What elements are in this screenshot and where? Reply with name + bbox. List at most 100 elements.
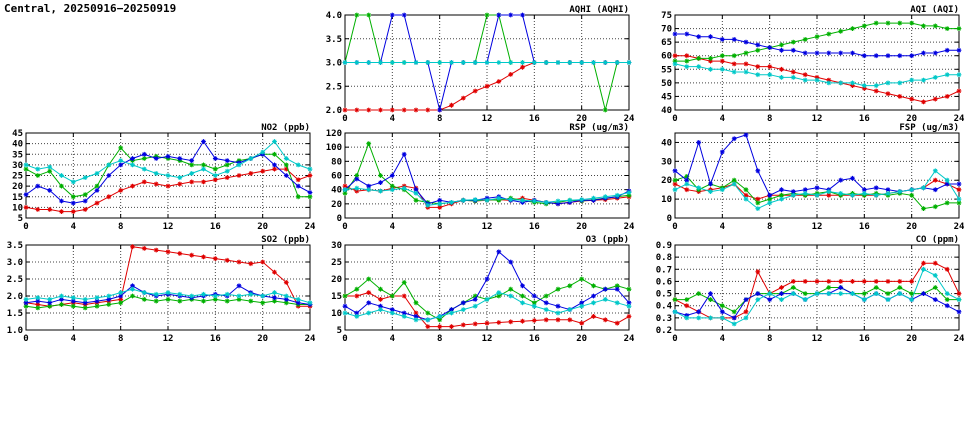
co-chart: 0.2 0.3 0.4 0.5 0.6 0.7 0.8 0.9 0 4 8 12 16 20 24 CO (p… [649,233,965,350]
grid-lines [675,133,959,218]
svg-text:3.5: 3.5 [326,35,342,45]
svg-text:2.0: 2.0 [7,292,23,302]
y-tick-labels: 0.2 0.3 0.4 0.5 0.6 0.7 0.8 0.9 [656,241,673,336]
series-cyan-markers [23,139,313,185]
svg-text:16: 16 [210,222,221,232]
svg-text:5: 5 [337,326,342,336]
x-tick-labels: 0 4 8 12 16 20 24 [672,114,965,124]
series-cyan-markers [672,266,962,327]
rsp-chart: 0 20 40 60 80 100 120 0 4 8 12 16 20 24 RSP (ug/m3) [319,121,635,238]
svg-text:30: 30 [661,157,672,167]
chart-title: CO (ppm) [916,235,959,245]
tick-marks [344,132,630,219]
svg-text:8: 8 [437,334,442,344]
svg-text:24: 24 [305,222,316,232]
svg-text:30: 30 [331,241,342,251]
series-cyan-markers [672,61,962,88]
x-tick-labels: 0 4 8 12 16 20 24 [342,334,635,344]
svg-text:4: 4 [390,334,396,344]
svg-text:24: 24 [954,114,965,124]
svg-text:0: 0 [342,334,347,344]
fsp-plot: 0 10 20 30 40 0 4 8 12 16 20 24 FSP (ug/m3) [661,123,965,232]
svg-text:0.3: 0.3 [656,314,672,324]
chart-title: SO2 (ppb) [261,235,310,245]
svg-text:16: 16 [529,114,540,124]
svg-text:0.4: 0.4 [656,302,673,312]
y-tick-labels: 0 20 40 60 80 100 120 [326,129,342,224]
svg-text:16: 16 [529,222,540,232]
svg-text:12: 12 [482,334,493,344]
grid-lines [26,245,310,330]
co-plot: 0.2 0.3 0.4 0.5 0.6 0.7 0.8 0.9 0 4 8 12 16 20 24 CO (p… [656,235,965,344]
series-cyan [342,290,632,323]
svg-text:25: 25 [12,172,23,182]
svg-text:0: 0 [23,334,28,344]
svg-text:8: 8 [767,222,772,232]
series-cyan-markers [23,286,313,306]
svg-text:0: 0 [667,214,672,224]
grid-lines [345,133,629,218]
o3-plot: 5 10 15 20 25 30 0 4 8 12 16 20 24 O3 (ppb) [331,235,635,344]
svg-text:40: 40 [12,140,23,150]
svg-text:45: 45 [12,129,23,139]
svg-text:20: 20 [12,182,23,192]
chart-title: AQI (AQI) [910,5,959,15]
svg-text:12: 12 [163,334,174,344]
series-cyan [672,61,962,88]
svg-text:5: 5 [18,214,23,224]
svg-text:15: 15 [12,193,23,203]
aqhi-plot: 2.0 2.5 3.0 3.5 4.0 0 4 8 12 16 20 24 AQHI (AQHI) [326,5,635,124]
svg-text:70: 70 [661,25,672,35]
svg-text:40: 40 [661,106,672,116]
svg-text:20: 20 [331,275,342,285]
svg-text:65: 65 [661,38,672,48]
svg-text:4.0: 4.0 [326,11,342,21]
svg-text:4: 4 [390,222,396,232]
series-red-markers [23,166,313,214]
grid-lines [675,15,959,110]
so2-chart: 1.0 1.5 2.0 2.5 3.0 3.5 0 4 8 12 16 20 24 SO2 (ppb) [0,233,316,350]
series-cyan [23,286,313,306]
page-title: Central, 20250916−20250919 [4,2,177,15]
series-blue-markers [672,31,962,59]
series-cyan-markers [342,290,632,323]
svg-text:3.0: 3.0 [7,258,23,268]
y-tick-labels: 5 10 15 20 25 30 [331,241,342,336]
svg-text:16: 16 [859,114,870,124]
svg-text:0: 0 [672,222,677,232]
svg-text:16: 16 [859,222,870,232]
aqhi-chart: 2.0 2.5 3.0 3.5 4.0 0 4 8 12 16 20 24 AQHI (AQHI) [319,3,635,130]
svg-text:10: 10 [12,203,23,213]
svg-text:24: 24 [624,222,635,232]
chart-title: O3 (ppb) [586,235,629,245]
svg-text:15: 15 [331,292,342,302]
svg-text:10: 10 [661,195,672,205]
svg-text:20: 20 [576,222,587,232]
svg-text:1.0: 1.0 [7,326,23,336]
svg-text:20: 20 [331,200,342,210]
no2-chart: 5 10 15 20 25 30 35 40 45 0 4 8 12 16 20 24 NO2 (ppb) [0,121,316,238]
svg-text:4: 4 [390,114,396,124]
svg-text:8: 8 [437,114,442,124]
svg-text:2.5: 2.5 [326,82,342,92]
x-tick-labels: 0 4 8 12 16 20 24 [23,222,316,232]
svg-text:4: 4 [720,222,726,232]
chart-title: NO2 (ppb) [261,123,310,133]
series-cyan [672,168,962,211]
series-green-markers [23,293,313,311]
svg-text:10: 10 [331,309,342,319]
svg-text:60: 60 [331,172,342,182]
svg-text:35: 35 [12,150,23,160]
x-tick-labels: 0 4 8 12 16 20 24 [342,222,635,232]
x-tick-labels: 0 4 8 12 16 20 24 [23,334,316,344]
series-red [23,166,313,214]
rsp-plot: 0 20 40 60 80 100 120 0 4 8 12 16 20 24 RSP (ug/m3) [326,123,635,232]
svg-text:12: 12 [163,222,174,232]
svg-text:8: 8 [118,222,123,232]
svg-text:20: 20 [257,222,268,232]
svg-text:0.9: 0.9 [656,241,672,251]
svg-text:20: 20 [576,114,587,124]
svg-text:25: 25 [331,258,342,268]
svg-text:24: 24 [954,334,965,344]
